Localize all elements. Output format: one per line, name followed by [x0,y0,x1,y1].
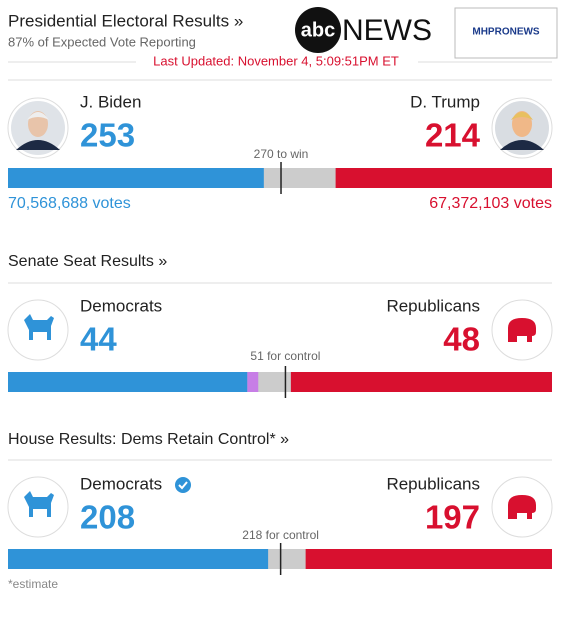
badge-text: MHPRONEWS [472,27,540,38]
donkey-body [24,314,54,340]
vote-total: 70,568,688 votes [8,195,131,212]
bar-segment [8,549,269,569]
section-title[interactable]: Senate Seat Results » [8,253,167,270]
bar-segment [8,372,248,392]
bar-segment [305,549,552,569]
elephant-body [508,318,536,342]
seat-count: 214 [425,117,481,154]
badge-frame [454,7,558,59]
elephant-body [508,495,536,519]
avatar-hair [511,112,533,120]
seat-count: 197 [425,499,480,536]
elephant-icon [508,495,536,519]
elephant-icon [508,318,536,342]
bar-segment [8,168,264,188]
badge: MHPRONEWS [454,7,558,59]
logo-circle [295,7,341,53]
seat-count: 48 [443,321,480,358]
candidate-name: Democrats [80,474,162,493]
section-title[interactable]: House Results: Dems Retain Control* » [8,431,289,448]
subtitle: 87% of Expected Vote Reporting [8,34,196,49]
donkey-icon [24,314,54,340]
seat-count: 208 [80,499,135,536]
footnote: *estimate [8,577,58,591]
bar-segment [290,372,552,392]
threshold-label: 218 for control [242,528,319,542]
vote-total: 67,372,103 votes [429,195,552,212]
logo-news: NEWS [342,14,432,47]
check-mark [178,481,188,490]
seat-count: 253 [80,117,135,154]
candidate-name: Democrats [80,296,162,315]
avatar-suit [16,140,60,150]
bar-segment [247,372,259,392]
verified-check [175,477,191,493]
section-title[interactable]: Presidential Electoral Results » [8,11,243,30]
avatar-suit [500,140,544,150]
donkey-body [24,491,54,517]
bar-segment [335,168,552,188]
logo-abc: abc [301,19,335,41]
last-updated: Last Updated: November 4, 5:09:51PM ET [153,53,399,68]
avatar-hair [27,112,49,120]
candidate-name: J. Biden [80,92,141,111]
candidate-name: Republicans [386,296,480,315]
donkey-icon [24,491,54,517]
threshold-label: 270 to win [254,147,309,161]
check-circle [175,477,191,493]
candidate-name: D. Trump [410,92,480,111]
candidate-name: Republicans [386,474,480,493]
abc-logo: abc NEWS [295,7,432,53]
seat-count: 44 [80,321,117,358]
threshold-label: 51 for control [250,349,320,363]
